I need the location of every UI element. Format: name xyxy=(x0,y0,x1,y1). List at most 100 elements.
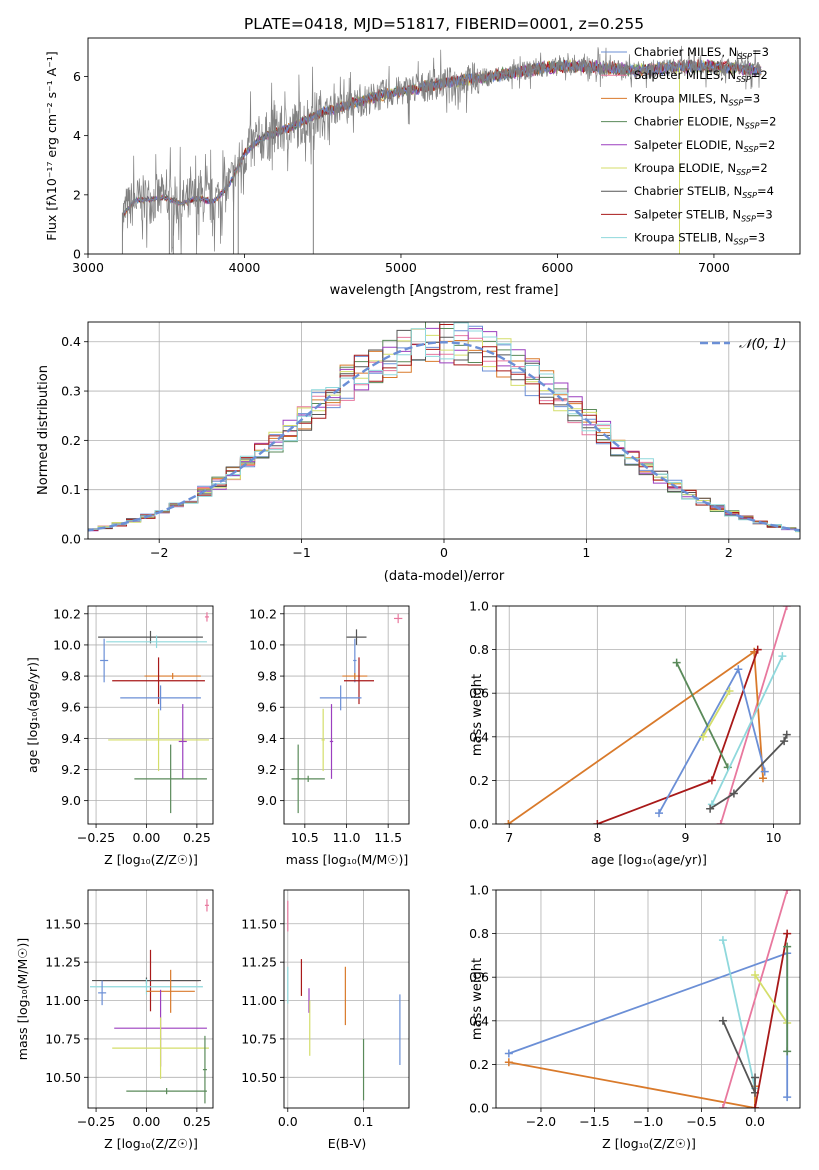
y-tick-label: 11.25 xyxy=(45,955,81,970)
x-tick-label: 9 xyxy=(681,830,689,845)
y-tick-label: 6 xyxy=(73,69,81,84)
weight-marker-ch_miles xyxy=(504,1049,513,1058)
y-axis-label-weight_vs_Z: mass weight xyxy=(470,958,485,1040)
y-tick-label: 4 xyxy=(73,128,81,143)
weight-line-ch_stelib xyxy=(722,1020,756,1094)
panel-age_vs_Z: −0.25 0.00 0.25 9.0 9.2 9.4 9.6 9.8 10.0 10.2 xyxy=(53,605,214,845)
weight-line-sa_miles xyxy=(722,890,789,1108)
y-tick-label: 10.0 xyxy=(249,637,277,652)
weight-line-kr_elodie xyxy=(702,690,731,738)
x-tick-label: 5000 xyxy=(385,260,417,275)
weight-marker-ch_stelib xyxy=(780,737,789,746)
weight-marker-sa_stelib xyxy=(753,645,762,654)
x-tick-label: 10.5 xyxy=(291,830,319,845)
x-tick-label: 6000 xyxy=(542,260,574,275)
weight-marker-sa_miles xyxy=(716,820,725,824)
x-axis-label-residuals: (data-model)/error xyxy=(384,569,505,584)
y-tick-label: 0.8 xyxy=(469,926,489,941)
y-tick-label: 11.00 xyxy=(241,993,277,1008)
x-axis-label-weight_vs_age: age [log₁₀(age/yr)] xyxy=(591,852,707,867)
panel-age_vs_mass: 10.5 11.0 11.5 9.0 9.2 9.4 9.6 9.8 10.0 10.2 xyxy=(249,605,410,845)
axes-frame xyxy=(283,605,410,825)
weight-marker-ch_miles xyxy=(760,767,769,776)
x-tick-label: −1.5 xyxy=(579,1114,609,1129)
y-tick-label: 10.50 xyxy=(45,1070,81,1085)
x-tick-label: 11.0 xyxy=(333,830,361,845)
x-tick-label: −2.0 xyxy=(526,1114,556,1129)
weight-marker-ch_miles xyxy=(655,809,664,818)
weight-marker-sa_stelib xyxy=(783,929,792,938)
y-tick-label: 10.75 xyxy=(45,1031,81,1046)
legend-entry-normal: 𝒩(0, 1) xyxy=(739,337,786,352)
y-tick-label: 0.2 xyxy=(469,773,489,788)
panel-residuals: −2 −1 0 1 2 0.0 0.1 0.2 0.3 0.4 𝒩(0, 1) xyxy=(61,321,801,560)
y-axis-label-mass_vs_Z: mass [log₁₀(M/M☉)] xyxy=(15,938,30,1060)
legend-entry-kr_elodie: Kroupa ELODIE, NSSP=2 xyxy=(634,161,768,177)
x-tick-label: 2 xyxy=(725,545,733,560)
weight-line-kr_miles xyxy=(507,650,764,824)
y-tick-label: 10.0 xyxy=(53,637,81,652)
legend-entry-sa_elodie: Salpeter ELODIE, NSSP=2 xyxy=(634,138,775,154)
panel-spectrum: 3000 4000 5000 6000 7000 0 2 4 6 Chabrier MILES, … xyxy=(72,37,801,275)
y-tick-label: 10.75 xyxy=(241,1031,277,1046)
weight-line-ch_elodie xyxy=(675,662,729,768)
x-tick-label: −0.5 xyxy=(686,1114,716,1129)
panel-weight_vs_Z: −2.0 −1.5 −1.0 −0.5 0.0 0.0 0.2 0.4 0.6 0.8 1.0 xyxy=(469,883,801,1129)
x-tick-label: 11.5 xyxy=(374,830,402,845)
legend-entry-kr_miles: Kroupa MILES, NSSP=3 xyxy=(634,91,760,107)
x-tick-label: 1 xyxy=(582,545,590,560)
weight-marker-kr_miles xyxy=(758,774,767,783)
x-tick-label: −1 xyxy=(292,545,310,560)
plot-area-spectrum xyxy=(121,45,762,254)
plot-area-age_vs_mass xyxy=(291,613,403,814)
y-tick-label: 0.4 xyxy=(469,1013,489,1028)
legend-entry-ch_miles: Chabrier MILES, NSSP=3 xyxy=(634,45,769,61)
weight-marker-kr_elodie xyxy=(699,732,708,741)
legend-entry-ch_elodie: Chabrier ELODIE, NSSP=2 xyxy=(634,115,776,131)
x-axis-label-spectrum: wavelength [Angstrom, rest frame] xyxy=(330,283,559,298)
x-tick-label: 7 xyxy=(505,830,513,845)
x-tick-label: 7000 xyxy=(698,260,730,275)
weight-marker-ch_stelib xyxy=(782,730,791,739)
x-tick-label: 0.0 xyxy=(278,1114,298,1129)
y-tick-label: 0.4 xyxy=(61,334,81,349)
axes-frame xyxy=(87,321,801,540)
y-tick-label: 9.2 xyxy=(61,762,81,777)
histogram-kr_stelib xyxy=(88,322,800,532)
weight-marker-sa_stelib xyxy=(707,776,716,785)
weight-marker-sa_miles xyxy=(782,606,791,610)
y-tick-label: 0.2 xyxy=(61,433,81,448)
weight-line-kr_miles xyxy=(508,1061,756,1108)
legend-entry-sa_stelib: Salpeter STELIB, NSSP=3 xyxy=(634,207,773,223)
weight-marker-kr_elodie xyxy=(751,971,760,980)
y-tick-label: 0.0 xyxy=(61,532,81,547)
weight-line-ch_stelib xyxy=(709,734,788,810)
weight-line-kr_stelib xyxy=(711,655,784,805)
weight-marker-ch_stelib xyxy=(706,804,715,813)
x-tick-label: 0.25 xyxy=(183,1114,211,1129)
weight-marker-kr_miles xyxy=(504,1058,513,1067)
y-tick-label: 0.6 xyxy=(469,686,489,701)
weight-line-kr_stelib xyxy=(722,939,756,1089)
x-tick-label: 3000 xyxy=(72,260,104,275)
weight-marker-ch_elodie xyxy=(783,1047,792,1056)
weight-marker-sa_miles xyxy=(718,1104,727,1108)
weight-marker-sa_stelib xyxy=(593,820,602,824)
y-tick-label: 0.0 xyxy=(469,817,489,832)
x-tick-label: 0.0 xyxy=(745,1114,765,1129)
weight-marker-kr_elodie xyxy=(725,687,734,696)
weight-marker-ch_miles xyxy=(734,665,743,674)
y-tick-label: 11.50 xyxy=(241,916,277,931)
weight-marker-ch_miles xyxy=(783,1093,792,1102)
weight-marker-ch_elodie xyxy=(783,942,792,951)
y-tick-label: 0 xyxy=(73,247,81,262)
x-tick-label: 0.00 xyxy=(133,830,161,845)
x-axis-label-mass_vs_Z: Z [log₁₀(Z/Z☉)] xyxy=(104,1136,198,1151)
weight-marker-ch_stelib xyxy=(729,789,738,798)
panel-mass_vs_Z: −0.25 0.00 0.25 10.50 10.75 11.00 11.25 11.50 xyxy=(45,889,214,1129)
normal-curve xyxy=(88,340,800,532)
y-tick-label: 11.00 xyxy=(45,993,81,1008)
weight-marker-ch_stelib xyxy=(718,1016,727,1025)
weight-line-kr_elodie xyxy=(754,974,788,1024)
y-tick-label: 9.0 xyxy=(257,793,277,808)
